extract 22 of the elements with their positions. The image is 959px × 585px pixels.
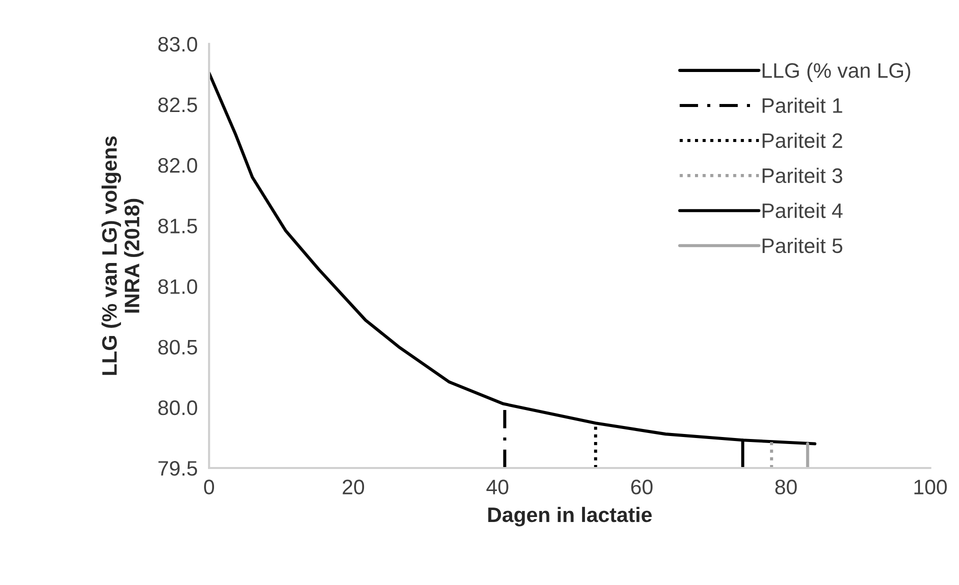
x-axis-title: Dagen in lactatie [488, 506, 652, 526]
y-tick-label: 80.0 [158, 400, 198, 416]
y-tick-label: 82.5 [158, 97, 198, 112]
x-tick-label: 40 [486, 480, 508, 494]
y-tick-label: 80.5 [158, 340, 198, 355]
legend-label: Pariteit 4 [762, 202, 843, 218]
legend-label: Pariteit 1 [762, 98, 842, 113]
y-tick-label: 79.5 [158, 461, 198, 476]
legend-label: Pariteit 2 [762, 132, 842, 148]
y-tick-label: 82.0 [158, 158, 198, 173]
x-tick-label: 100 [914, 480, 947, 494]
legend-label: Pariteit 3 [762, 168, 842, 184]
x-tick-label: 60 [631, 480, 653, 494]
y-axis-title: LLG (% van LG) volgens INRA (2018) [102, 136, 144, 375]
x-tick-label: 80 [775, 480, 797, 494]
x-tick-label: 20 [342, 480, 364, 494]
legend-label: Pariteit 5 [762, 238, 842, 254]
x-tick-label: 0 [204, 480, 214, 494]
y-tick-label: 83.0 [158, 36, 198, 52]
y-tick-label: 81.0 [158, 279, 198, 294]
legend-label: LLG (% van LG) [762, 62, 910, 82]
y-tick-label: 81.5 [158, 218, 198, 234]
